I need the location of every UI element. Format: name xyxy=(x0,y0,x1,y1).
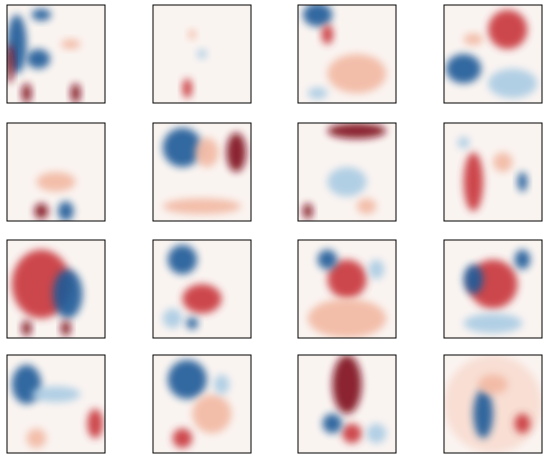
heat-blob xyxy=(182,284,222,314)
image-panel xyxy=(153,355,251,453)
heat-blob xyxy=(34,203,49,220)
panel-frame xyxy=(443,354,543,454)
panel-frame xyxy=(152,354,252,454)
heat-blob xyxy=(327,259,367,299)
panel-frame xyxy=(152,239,252,339)
heat-blob xyxy=(302,203,313,220)
image-panel xyxy=(7,240,105,338)
heat-blob xyxy=(514,249,531,270)
panel-frame xyxy=(297,4,397,104)
heat-blob xyxy=(167,359,207,400)
heat-blob xyxy=(327,123,387,139)
image-panel xyxy=(7,123,105,221)
heat-blob xyxy=(307,87,328,100)
heat-blob xyxy=(463,264,484,294)
heat-blob xyxy=(226,132,247,172)
heat-blob xyxy=(87,408,104,439)
heat-blob xyxy=(195,137,219,168)
panel-frame xyxy=(6,4,106,104)
heat-blob xyxy=(21,83,32,103)
panel-frame xyxy=(443,122,543,222)
heat-blob xyxy=(368,259,385,280)
heat-blob xyxy=(60,320,71,337)
heat-blob xyxy=(302,5,333,27)
heat-blob xyxy=(514,413,531,434)
panel-frame xyxy=(152,122,252,222)
panel-frame xyxy=(443,4,543,104)
heat-blob xyxy=(327,54,387,94)
image-panel xyxy=(298,123,396,221)
heat-blob xyxy=(463,313,523,334)
panel-frame xyxy=(152,4,252,104)
image-panel xyxy=(298,240,396,338)
panel-background xyxy=(444,123,542,221)
panel-frame xyxy=(6,239,106,339)
heat-blob xyxy=(488,68,538,99)
heat-blob xyxy=(342,423,362,444)
heat-blob xyxy=(7,44,14,84)
panel-frame xyxy=(297,239,397,339)
heat-blob xyxy=(60,39,81,50)
image-panel xyxy=(298,5,396,103)
panel-background xyxy=(7,123,105,221)
panel-frame xyxy=(297,122,397,222)
image-panel xyxy=(7,5,105,103)
image-panel xyxy=(153,240,251,338)
heat-blob xyxy=(317,249,338,270)
heat-blob xyxy=(327,167,367,197)
heat-blob xyxy=(192,394,232,434)
heat-blob xyxy=(162,308,183,329)
image-panel xyxy=(444,240,542,338)
heat-blob xyxy=(57,201,74,221)
heat-blob xyxy=(188,29,197,40)
heat-blob xyxy=(463,152,484,212)
heat-blob xyxy=(307,298,387,338)
heat-blob xyxy=(478,374,508,395)
heat-blob xyxy=(172,428,193,449)
image-panel xyxy=(298,355,396,453)
panel-frame xyxy=(6,122,106,222)
heat-blob xyxy=(322,413,343,434)
heat-blob xyxy=(457,136,470,149)
heat-blob xyxy=(31,8,52,21)
panel-frame xyxy=(443,239,543,339)
heat-blob xyxy=(53,269,83,319)
heat-blob xyxy=(473,389,494,439)
heat-blob xyxy=(36,172,76,192)
heat-blob xyxy=(493,152,513,172)
heat-blob xyxy=(197,49,207,59)
heat-blob xyxy=(321,24,334,45)
heat-blob xyxy=(162,127,202,168)
heat-blob xyxy=(26,49,51,69)
image-panel xyxy=(153,5,251,103)
panel-frame xyxy=(6,354,106,454)
heat-blob xyxy=(517,172,528,192)
heat-blob xyxy=(444,355,542,453)
image-panel xyxy=(444,355,542,453)
heat-blob xyxy=(488,9,528,50)
heat-blob xyxy=(167,244,198,275)
heat-blob xyxy=(213,374,230,395)
heat-blob xyxy=(26,428,47,449)
image-panel xyxy=(444,123,542,221)
heat-blob xyxy=(31,386,81,403)
heat-blob xyxy=(182,78,193,99)
heat-blob xyxy=(186,317,199,330)
image-panel xyxy=(7,355,105,453)
heat-blob xyxy=(463,33,484,46)
image-panel xyxy=(153,123,251,221)
heat-blob xyxy=(21,320,32,337)
panel-frame xyxy=(297,354,397,454)
heat-blob xyxy=(162,198,242,215)
heat-blob xyxy=(366,423,387,444)
heat-blob xyxy=(356,198,377,215)
heat-blob xyxy=(70,83,81,103)
heat-blob xyxy=(332,355,362,414)
image-panel xyxy=(444,5,542,103)
heat-blob xyxy=(445,53,482,84)
